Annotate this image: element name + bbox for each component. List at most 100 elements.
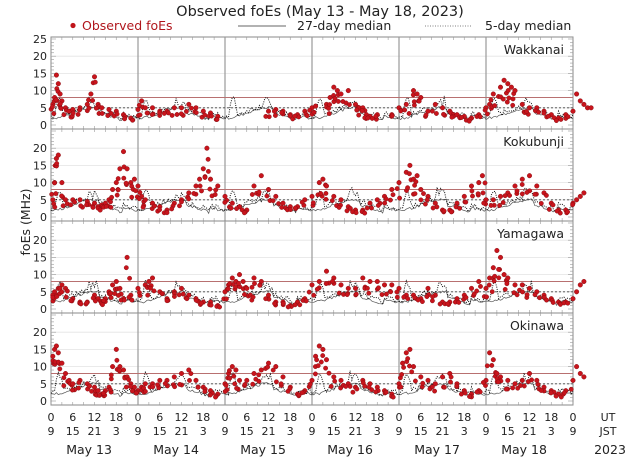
jst-tick-label: 21 [436, 425, 450, 438]
observed-point [59, 193, 64, 199]
observed-point [121, 297, 127, 303]
ut-tick-label: 12 [523, 411, 537, 424]
observed-point [356, 112, 362, 118]
observed-point [115, 187, 121, 193]
observed-point [489, 362, 495, 368]
observed-point [510, 102, 516, 108]
observed-point [59, 360, 65, 366]
y-tick-label: 0 [40, 119, 47, 132]
jst-tick-label: 15 [414, 425, 428, 438]
ut-tick-label: 6 [69, 411, 76, 424]
observed-point [492, 273, 498, 279]
observed-point [504, 99, 510, 105]
legend-27day-label: 27-day median [297, 18, 391, 33]
observed-point [59, 289, 65, 295]
observed-point [320, 176, 326, 182]
observed-point [413, 179, 419, 185]
observed-point [440, 105, 446, 111]
observed-point [159, 291, 165, 296]
observed-point [110, 282, 116, 288]
observed-point [106, 106, 112, 112]
observed-point [50, 294, 56, 300]
observed-point [136, 196, 142, 202]
observed-point [484, 363, 490, 369]
observed-point [362, 383, 368, 389]
observed-point [120, 367, 126, 373]
observed-point [176, 292, 182, 298]
observed-point [188, 371, 194, 376]
observed-point [280, 300, 286, 306]
observed-point [195, 384, 201, 390]
observed-point [84, 300, 90, 306]
observed-point [309, 193, 315, 199]
observed-point [510, 385, 516, 391]
observed-point [574, 364, 580, 370]
observed-point [418, 374, 424, 380]
observed-point [93, 298, 98, 304]
observed-point [278, 381, 284, 387]
observed-point [394, 186, 400, 192]
observed-point [61, 375, 67, 381]
observed-point [251, 275, 257, 281]
ut-tick-label: 0 [483, 411, 490, 424]
observed-point [149, 112, 155, 117]
jst-tick-label: 9 [396, 425, 403, 438]
jst-axis-label: JST [599, 425, 617, 438]
observed-point [150, 384, 156, 390]
observed-point [396, 180, 402, 186]
observed-point [482, 107, 488, 113]
legend-observed-label: Observed foEs [82, 18, 173, 33]
observed-point [440, 374, 446, 380]
y-tick-label: 25 [33, 33, 47, 46]
day-label: May 14 [153, 442, 199, 457]
observed-point [187, 377, 192, 383]
observed-point [57, 91, 63, 97]
observed-point [323, 190, 329, 196]
observed-point [207, 186, 213, 192]
observed-point [565, 114, 571, 120]
observed-point [521, 383, 527, 389]
ut-tick-label: 18 [109, 411, 123, 424]
observed-point [108, 372, 114, 378]
observed-point [136, 290, 142, 295]
observed-point [279, 204, 285, 210]
jst-tick-label: 3 [548, 425, 555, 438]
observed-point [249, 284, 255, 290]
observed-point [432, 388, 437, 394]
observed-point [581, 101, 587, 107]
observed-point [512, 381, 518, 387]
observed-point [178, 371, 184, 377]
observed-point [506, 95, 512, 101]
observed-point [574, 289, 580, 295]
observed-point [414, 173, 420, 179]
observed-point [142, 389, 148, 394]
observed-point [307, 381, 313, 387]
observed-point [236, 272, 242, 278]
observed-point [448, 374, 454, 380]
observed-point [318, 191, 324, 196]
station-name-label: Okinawa [510, 318, 564, 333]
jst-tick-label: 21 [523, 425, 537, 438]
observed-point [397, 195, 402, 201]
observed-point [456, 299, 462, 305]
observed-point [421, 191, 426, 197]
observed-point [65, 288, 70, 294]
observed-point [425, 377, 431, 383]
observed-point [124, 166, 130, 172]
observed-point [374, 279, 380, 285]
observed-point [445, 301, 451, 307]
observed-point [244, 377, 250, 383]
observed-point [467, 394, 472, 399]
observed-point [480, 380, 486, 385]
observed-point [474, 389, 480, 395]
observed-point [400, 360, 406, 366]
observed-point [272, 113, 278, 118]
observed-point [338, 377, 344, 383]
observed-point [55, 152, 61, 158]
observed-point [369, 205, 374, 211]
y-tick-label: 20 [33, 142, 47, 155]
observed-point [103, 203, 109, 209]
observed-point [164, 298, 170, 304]
observed-point [51, 111, 57, 117]
